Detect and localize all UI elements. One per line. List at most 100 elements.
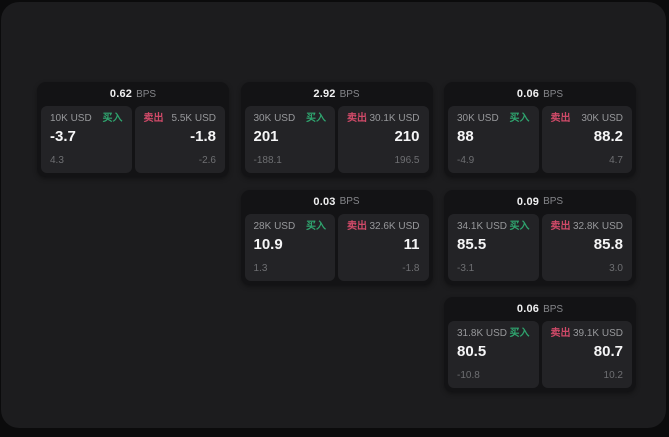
sell-button[interactable]: 卖出 — [550, 328, 571, 339]
sell-button[interactable]: 卖出 — [550, 113, 571, 124]
buy-amount-label: 30K USD — [253, 113, 296, 124]
buy-price-value: 80.5 — [457, 343, 487, 360]
buy-tile-header: 30K USD 买入 — [254, 113, 327, 125]
sell-tile[interactable]: 卖出 39.1K USD 80.7 10.2 — [541, 321, 632, 388]
sell-price-value: 11 — [403, 235, 420, 253]
sell-tile[interactable]: 卖出 32.8K USD 85.8 3.0 — [541, 213, 632, 281]
buy-button[interactable]: 买入 — [306, 220, 326, 232]
buy-tile-header: 34.1K USD 买入 — [457, 221, 530, 233]
sell-price-value: 85.8 — [593, 235, 623, 253]
buy-price-value: 85.5 — [457, 235, 487, 253]
quote-card: 0.62 BPS 10K USD 买入 -3.7 4.3 卖出 5.5K USD… — [37, 82, 229, 177]
quote-card-body: 34.1K USD 买入 85.5 -3.1 卖出 32.8K USD 85.8… — [444, 213, 636, 285]
buy-amount-label: 30K USD — [457, 113, 499, 124]
sell-tile-header: 卖出 32.6K USD — [347, 221, 420, 233]
bps-header: 2.92 BPS — [241, 82, 433, 106]
quote-card: 0.06 BPS 31.8K USD 买入 80.5 -10.8 卖出 39.1… — [444, 297, 636, 392]
bps-header: 0.09 BPS — [444, 190, 636, 214]
app-panel: 0.62 BPS 10K USD 买入 -3.7 4.3 卖出 5.5K USD… — [1, 2, 666, 428]
sell-amount-label: 30.1K USD — [369, 113, 420, 124]
buy-price-value: -3.7 — [50, 128, 76, 145]
quote-card: 0.03 BPS 28K USD 买入 10.9 1.3 卖出 32.6K US… — [240, 189, 433, 285]
bps-unit: BPS — [339, 88, 360, 100]
quote-card: 0.06 BPS 30K USD 买入 88 -4.9 卖出 30K USD 8… — [444, 82, 636, 177]
bps-value: 0.06 — [516, 303, 540, 315]
sell-tile[interactable]: 卖出 30K USD 88.2 4.7 — [541, 106, 632, 173]
sell-tile-header: 卖出 30.1K USD — [347, 113, 420, 125]
sell-tile-header: 卖出 32.8K USD — [551, 221, 624, 233]
buy-button[interactable]: 买入 — [306, 113, 326, 124]
sell-tile-header: 卖出 39.1K USD — [551, 328, 624, 340]
buy-sub-value: 4.3 — [50, 155, 64, 166]
buy-tile[interactable]: 31.8K USD 买入 80.5 -10.8 — [448, 321, 539, 388]
bps-unit: BPS — [136, 88, 157, 100]
sell-price-value: 210 — [394, 128, 420, 145]
buy-tile[interactable]: 28K USD 买入 10.9 1.3 — [244, 213, 335, 281]
buy-price-value: 88 — [457, 128, 474, 145]
sell-price-value: -1.8 — [190, 128, 216, 145]
buy-amount-label: 28K USD — [253, 220, 296, 232]
sell-price-value: 80.7 — [593, 343, 623, 360]
buy-button[interactable]: 买入 — [102, 113, 123, 124]
buy-tile[interactable]: 34.1K USD 买入 85.5 -3.1 — [448, 213, 539, 281]
sell-amount-label: 5.5K USD — [171, 113, 216, 124]
sell-tile[interactable]: 卖出 5.5K USD -1.8 -2.6 — [134, 106, 225, 173]
quote-card-body: 30K USD 买入 201 -188.1 卖出 30.1K USD 210 1… — [241, 106, 433, 177]
bps-value: 2.92 — [313, 88, 336, 100]
bps-value: 0.03 — [313, 195, 336, 208]
bps-unit: BPS — [339, 196, 360, 207]
sell-sub-value: 10.2 — [603, 370, 623, 381]
quote-card-body: 10K USD 买入 -3.7 4.3 卖出 5.5K USD -1.8 -2.… — [37, 106, 229, 177]
bps-header: 0.62 BPS — [37, 82, 229, 106]
quote-card: 2.92 BPS 30K USD 买入 201 -188.1 卖出 30.1K … — [240, 82, 433, 177]
buy-tile-header: 10K USD 买入 — [50, 113, 123, 125]
buy-button[interactable]: 买入 — [509, 113, 530, 124]
buy-sub-value: -10.8 — [457, 370, 480, 381]
sell-amount-label: 32.6K USD — [369, 220, 420, 232]
sell-tile-header: 卖出 5.5K USD — [144, 113, 217, 125]
bps-value: 0.62 — [109, 88, 133, 100]
sell-tile[interactable]: 卖出 32.6K USD 11 -1.8 — [338, 213, 429, 281]
quote-card-body: 30K USD 买入 88 -4.9 卖出 30K USD 88.2 4.7 — [444, 106, 636, 177]
quote-card-body: 28K USD 买入 10.9 1.3 卖出 32.6K USD 11 -1.8 — [241, 213, 433, 285]
sell-sub-value: 4.7 — [609, 155, 623, 166]
buy-button[interactable]: 买入 — [509, 328, 530, 339]
buy-price-value: 10.9 — [253, 235, 283, 253]
sell-tile-header: 卖出 30K USD — [551, 113, 624, 125]
quote-card: 0.09 BPS 34.1K USD 买入 85.5 -3.1 卖出 32.8K… — [444, 189, 636, 285]
sell-tile[interactable]: 卖出 30.1K USD 210 196.5 — [338, 106, 429, 173]
buy-tile[interactable]: 30K USD 买入 201 -188.1 — [244, 106, 335, 173]
buy-sub-value: 1.3 — [253, 262, 268, 274]
sell-button[interactable]: 卖出 — [347, 220, 367, 232]
buy-amount-label: 10K USD — [50, 113, 92, 124]
bps-value: 0.09 — [516, 195, 540, 208]
buy-tile-header: 31.8K USD 买入 — [457, 328, 530, 340]
buy-amount-label: 34.1K USD — [457, 220, 508, 232]
buy-amount-label: 31.8K USD — [457, 328, 508, 339]
sell-button[interactable]: 卖出 — [143, 113, 164, 124]
bps-header: 0.03 BPS — [241, 190, 433, 214]
quote-card-body: 31.8K USD 买入 80.5 -10.8 卖出 39.1K USD 80.… — [444, 321, 636, 392]
buy-sub-value: -3.1 — [457, 262, 475, 274]
bps-unit: BPS — [543, 88, 564, 100]
buy-tile[interactable]: 30K USD 买入 88 -4.9 — [448, 106, 539, 173]
bps-header: 0.06 BPS — [444, 297, 636, 321]
sell-sub-value: 196.5 — [394, 155, 420, 166]
quotes-grid: 0.62 BPS 10K USD 买入 -3.7 4.3 卖出 5.5K USD… — [37, 82, 636, 392]
buy-tile-header: 30K USD 买入 — [457, 113, 530, 125]
buy-button[interactable]: 买入 — [509, 220, 530, 232]
sell-amount-label: 32.8K USD — [572, 220, 623, 232]
sell-sub-value: -2.6 — [198, 155, 216, 166]
sell-button[interactable]: 卖出 — [550, 220, 571, 232]
buy-sub-value: -4.9 — [457, 155, 475, 166]
sell-amount-label: 30K USD — [581, 113, 623, 124]
sell-sub-value: -1.8 — [402, 262, 420, 274]
sell-price-value: 88.2 — [593, 128, 623, 145]
buy-tile-header: 28K USD 买入 — [254, 221, 327, 233]
buy-sub-value: -188.1 — [253, 155, 282, 166]
buy-price-value: 201 — [253, 128, 279, 145]
bps-header: 0.06 BPS — [444, 82, 636, 106]
buy-tile[interactable]: 10K USD 买入 -3.7 4.3 — [41, 106, 132, 173]
bps-value: 0.06 — [516, 88, 540, 100]
sell-button[interactable]: 卖出 — [347, 113, 367, 124]
